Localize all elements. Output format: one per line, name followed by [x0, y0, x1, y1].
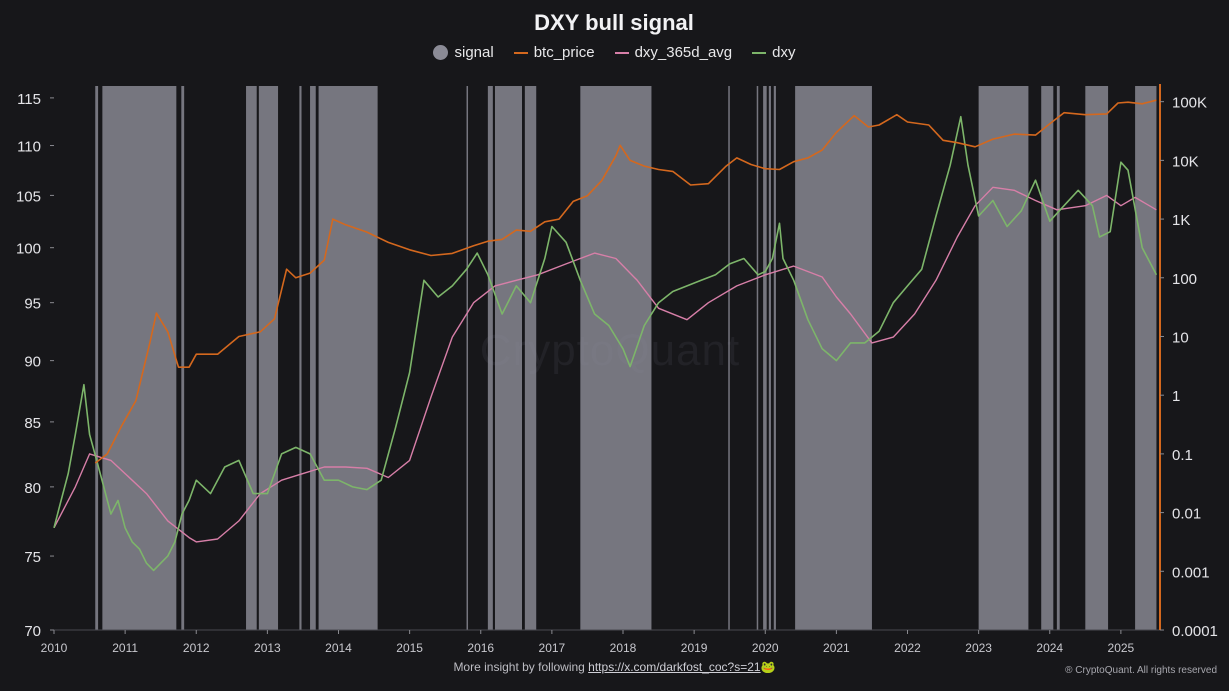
frog-icon: 🐸 [760, 660, 776, 674]
x-tick-label-2010: 2010 [41, 641, 68, 655]
y-right-tick-label-0-1: 0.1 [1172, 447, 1193, 464]
legend-item-dxy[interactable]: dxy [752, 44, 796, 61]
chart-title: DXY bull signal [534, 10, 694, 35]
footer: More insight by following https://x.com/… [0, 660, 1229, 674]
y-left-tick-label-105: 105 [16, 188, 41, 205]
x-tick-label-2016: 2016 [467, 641, 494, 655]
legend-label-btc-price: btc_price [533, 44, 595, 61]
legend-label-dxy-365d-avg: dxy_365d_avg [634, 44, 733, 61]
x-tick-label-2019: 2019 [681, 641, 708, 655]
signal-band-4 [258, 86, 279, 630]
signal-band-21 [1056, 86, 1060, 630]
signal-band-11 [524, 86, 537, 630]
legend-swatch-dxy [752, 51, 767, 54]
y-left-tick-label-90: 90 [24, 354, 41, 371]
x-tick-label-2013: 2013 [254, 641, 281, 655]
y-right-tick-label-100: 100 [1172, 271, 1197, 288]
signal-band-5 [299, 86, 302, 630]
signal-band-20 [1041, 86, 1054, 630]
legend-item-signal[interactable]: signal [433, 44, 494, 61]
y-left-tick-label-75: 75 [24, 549, 41, 566]
x-tick-label-2014: 2014 [325, 641, 352, 655]
signal-band-14 [756, 86, 759, 630]
x-tick-label-2024: 2024 [1036, 641, 1063, 655]
x-tick-label-2015: 2015 [396, 641, 423, 655]
x-tick-label-2011: 2011 [112, 641, 138, 655]
legend-item-dxy-365d-avg[interactable]: dxy_365d_avg [614, 44, 733, 61]
legend-swatch-btc-price [513, 51, 528, 54]
series-line-dxy-365d-avg [53, 186, 1157, 543]
y-left-tick-label-100: 100 [16, 241, 41, 258]
signal-band-3 [246, 86, 257, 630]
x-tick-label-2017: 2017 [539, 641, 566, 655]
signal-band-22 [1085, 86, 1109, 630]
x-tick-label-2022: 2022 [894, 641, 921, 655]
legend: signal btc_price dxy_365d_avg dxy [0, 44, 1229, 61]
legend-label-signal: signal [454, 44, 494, 61]
y-right-tick-label-0-0001: 0.0001 [1172, 623, 1218, 640]
legend-item-btc-price[interactable]: btc_price [513, 44, 595, 61]
legend-swatch-dxy-365d-avg [614, 51, 629, 54]
legend-label-dxy: dxy [772, 44, 796, 61]
x-tick-label-2023: 2023 [965, 641, 992, 655]
y-left-tick-label-70: 70 [24, 623, 41, 640]
signal-band-7 [318, 86, 378, 630]
signal-band-8 [466, 86, 469, 630]
signal-band-2 [181, 86, 185, 630]
x-tick-label-2020: 2020 [752, 641, 779, 655]
signal-band-1 [102, 86, 177, 630]
signal-band-23 [1135, 86, 1157, 630]
y-left-tick-label-110: 110 [17, 139, 41, 156]
y-right-tick-label-1: 1 [1172, 388, 1180, 405]
signal-band-13 [728, 86, 730, 630]
y-right-tick-label-0-001: 0.001 [1172, 564, 1210, 581]
y-right-tick-label-100k: 100K [1172, 95, 1207, 112]
signal-band-12 [580, 86, 652, 630]
signal-band-17 [773, 86, 776, 630]
x-tick-label-2018: 2018 [610, 641, 637, 655]
copyright: ® CryptoQuant. All rights reserved [1065, 665, 1217, 676]
y-left-tick-label-115: 115 [17, 91, 41, 108]
y-right-tick-label-10k: 10K [1172, 153, 1199, 170]
y-right-tick-label-1k: 1K [1172, 212, 1190, 229]
signal-band-9 [487, 86, 493, 630]
series-line-btc-price [94, 99, 1157, 464]
signal-band-0 [95, 86, 99, 630]
signal-band-6 [310, 86, 316, 630]
series-line-dxy [53, 115, 1158, 572]
y-right-tick-label-0-01: 0.01 [1172, 506, 1201, 523]
signal-band-10 [494, 86, 523, 630]
y-right-tick-label-10: 10 [1172, 329, 1189, 346]
y-left-tick-label-85: 85 [24, 415, 41, 432]
footer-prefix: More insight by following [453, 660, 589, 674]
x-tick-label-2021: 2021 [823, 641, 850, 655]
signal-band-16 [768, 86, 771, 630]
x-tick-label-2025: 2025 [1108, 641, 1135, 655]
signal-band-15 [763, 86, 767, 630]
footer-link[interactable]: https://x.com/darkfost_coc?s=21 [588, 660, 761, 674]
y-left-tick-label-95: 95 [24, 296, 41, 313]
x-tick-label-2012: 2012 [183, 641, 210, 655]
y-left-tick-label-80: 80 [24, 480, 41, 497]
signal-band-19 [978, 86, 1029, 630]
legend-swatch-signal [433, 45, 449, 60]
